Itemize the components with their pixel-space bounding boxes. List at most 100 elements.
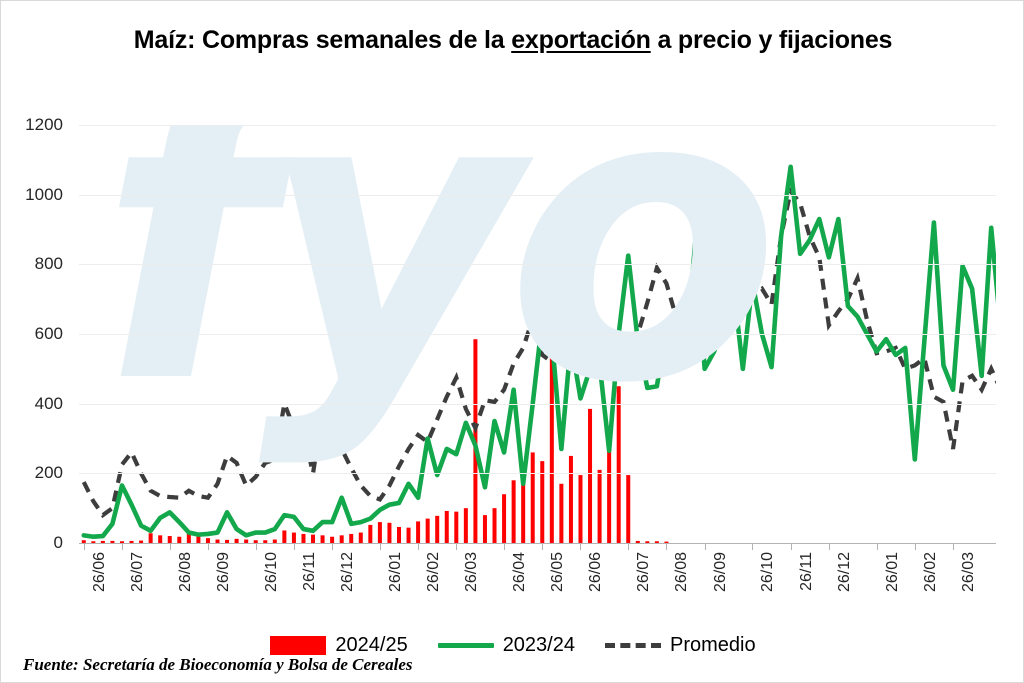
bar: [396, 526, 401, 543]
bar: [358, 532, 363, 543]
bar: [425, 518, 430, 543]
bar: [463, 508, 468, 543]
bar: [559, 483, 564, 543]
legend-label: Promedio: [669, 633, 756, 656]
title-part-underlined: exportación: [511, 26, 651, 54]
x-tick-label: 26/01: [386, 552, 404, 593]
x-tick-label: 26/03: [463, 552, 481, 593]
bar: [177, 536, 182, 543]
x-tick-label: 26/02: [425, 552, 443, 593]
gridline: [79, 334, 996, 335]
legend-swatch-line-icon: [437, 642, 494, 648]
legend-2024-25[interactable]: 2024/25: [270, 634, 408, 657]
bar: [330, 536, 335, 543]
bar: [597, 469, 602, 543]
y-tick-label: 600: [34, 324, 63, 343]
x-tick-label: 26/03: [960, 552, 978, 593]
x-tick: [876, 543, 878, 550]
bar: [387, 522, 392, 543]
bar: [81, 540, 86, 543]
x-tick: [121, 543, 123, 550]
legend-2023-24[interactable]: 2023/24: [437, 633, 575, 657]
x-tick: [752, 543, 754, 550]
title-part-before: Maíz: Compras semanales de la: [133, 26, 512, 54]
bar: [664, 541, 669, 543]
bar: [444, 510, 449, 543]
gridline: [79, 194, 996, 196]
x-tick-label: 26/11: [797, 552, 815, 591]
bar: [549, 302, 554, 543]
bar: [511, 480, 516, 543]
bar: [186, 533, 191, 543]
bar: [291, 532, 296, 543]
x-tick-label: 26/02: [921, 552, 939, 593]
x-axis-ticks: [79, 543, 996, 550]
y-axis-labels: 0 200 400 600 800 1000 1200: [1, 115, 71, 552]
x-tick: [666, 543, 668, 550]
x-tick: [418, 543, 420, 550]
x-tick: [456, 543, 458, 550]
bar: [129, 540, 134, 543]
x-tick: [332, 543, 334, 550]
x-tick: [504, 543, 506, 550]
y-tick-label: 800: [34, 254, 63, 274]
x-tick-label: 26/12: [339, 552, 357, 593]
x-tick: [293, 543, 295, 550]
bar: [167, 536, 172, 543]
bar: [196, 535, 201, 543]
x-tick: [379, 543, 381, 550]
bar: [626, 475, 631, 543]
legend-label: 2023/24: [502, 633, 575, 656]
x-tick-label: 26/08: [176, 552, 194, 593]
x-axis-labels: 26/06 26/07 26/08 26/09 26/10 26/11 26/12 26/01…: [79, 552, 996, 612]
bar: [607, 438, 612, 543]
bar: [635, 540, 640, 543]
bar: [100, 540, 105, 543]
source-footnote: Fuente: Secretaría de Bioeconomía y Bols…: [23, 655, 413, 674]
x-tick-label: 26/01: [883, 552, 901, 593]
x-tick: [790, 543, 792, 550]
x-tick: [628, 543, 630, 550]
x-tick-label: 26/06: [90, 552, 108, 593]
gridline: [79, 125, 996, 126]
bar: [349, 533, 354, 543]
bar: [492, 508, 497, 543]
x-tick-label: 26/10: [759, 552, 777, 593]
x-tick: [953, 543, 955, 550]
bar: [263, 540, 268, 543]
bar-series-2024-25: [81, 302, 669, 543]
bar: [406, 527, 411, 543]
bar: [530, 452, 535, 543]
bar: [540, 461, 545, 543]
bar: [225, 539, 230, 543]
legend-promedio[interactable]: Promedio: [604, 633, 756, 657]
y-tick-label: 1000: [25, 184, 63, 204]
bar: [339, 535, 344, 543]
bar: [588, 408, 593, 543]
y-tick-label: 400: [34, 393, 63, 413]
bar: [416, 521, 421, 543]
bar: [377, 522, 382, 543]
x-tick: [542, 543, 544, 550]
bar: [253, 540, 258, 543]
x-tick: [83, 543, 85, 550]
bar: [244, 539, 249, 543]
bar: [158, 535, 163, 543]
x-tick-label: 26/05: [549, 552, 567, 593]
x-tick-label: 26/09: [214, 552, 232, 593]
bar: [234, 538, 239, 543]
chart-legend: 2024/25 2023/24 Promedio: [1, 631, 1024, 659]
x-tick: [207, 543, 209, 550]
y-tick-label: 200: [34, 463, 63, 483]
chart-title: Maíz: Compras semanales de la exportació…: [61, 23, 965, 57]
bar: [578, 475, 583, 543]
x-tick-label: 26/11: [300, 552, 318, 591]
bar: [368, 524, 373, 543]
x-tick: [914, 543, 916, 550]
bar: [645, 541, 650, 543]
x-tick-label: 26/08: [673, 552, 691, 593]
y-tick-label: 0: [53, 533, 63, 552]
x-tick-label: 26/06: [587, 552, 605, 593]
x-tick: [255, 543, 257, 550]
